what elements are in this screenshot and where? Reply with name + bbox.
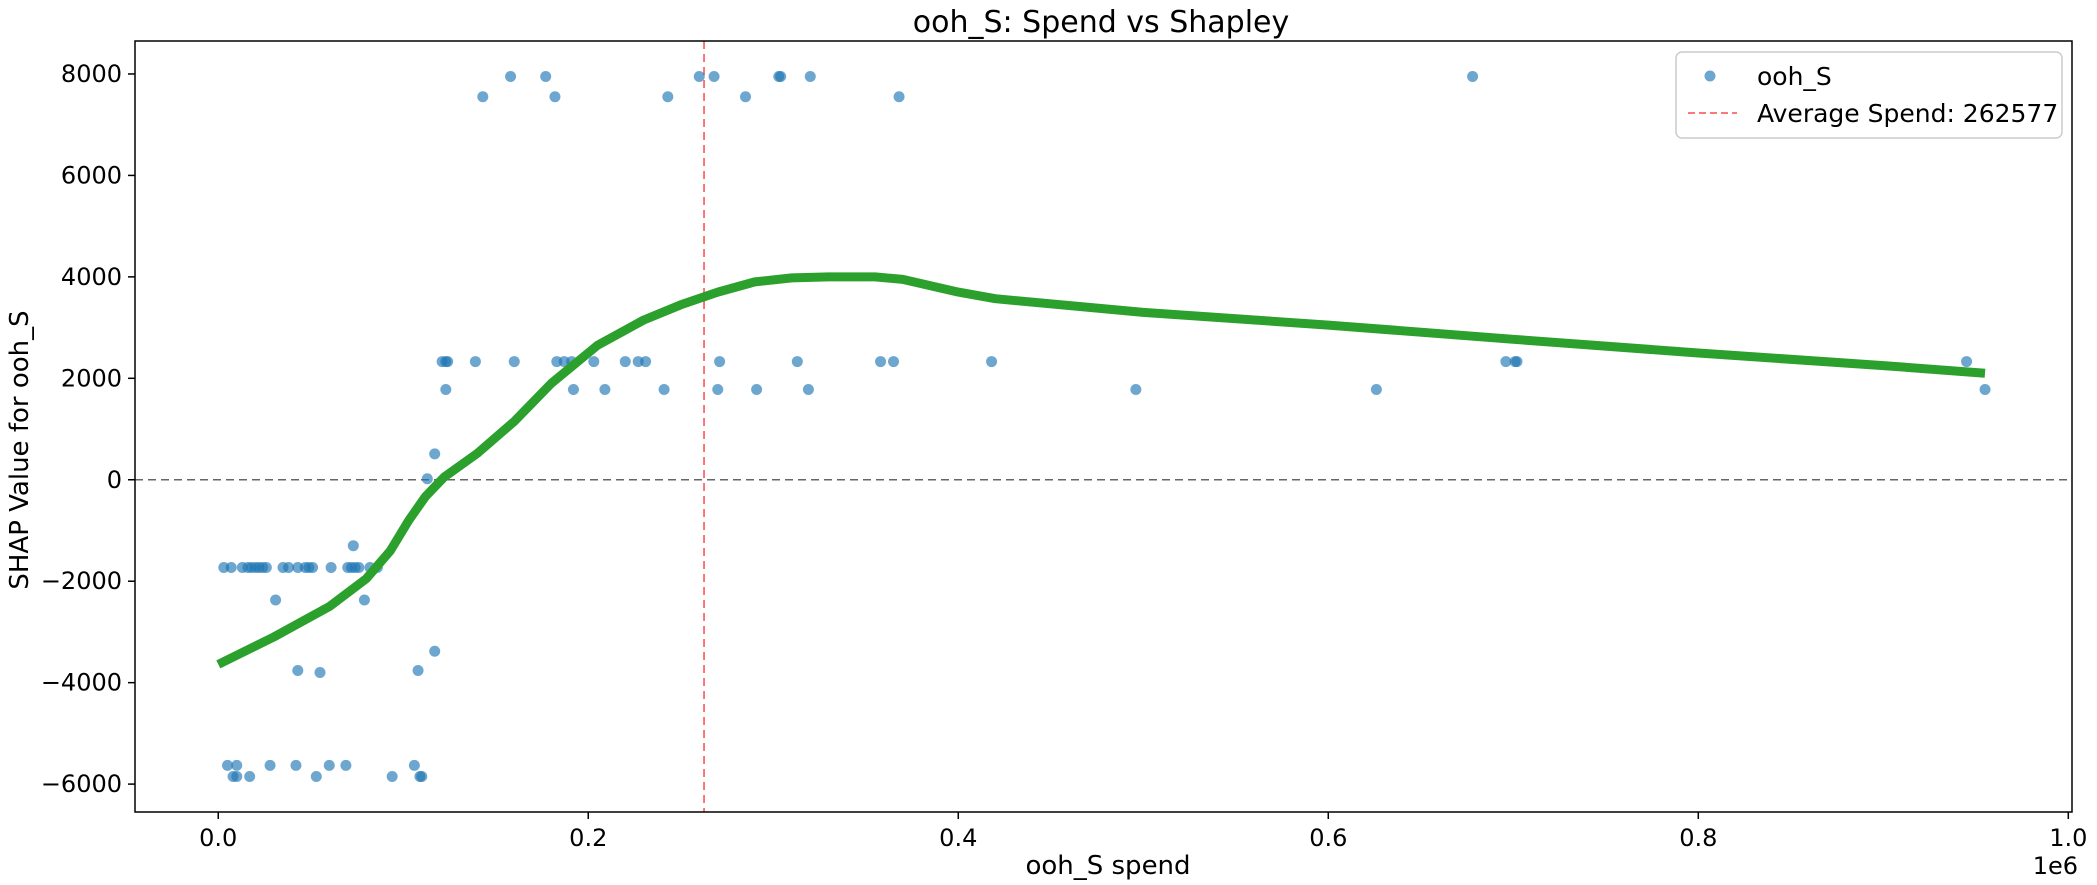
y-axis-label: SHAP Value for ooh_S — [5, 310, 35, 589]
scatter-point — [791, 356, 803, 368]
chart-title: ooh_S: Spend vs Shapley — [913, 5, 1290, 40]
scatter-point — [358, 594, 370, 606]
scatter-point — [386, 770, 398, 782]
x-axis-label: ooh_S spend — [1025, 851, 1190, 881]
scatter-point — [1467, 71, 1479, 83]
scatter-point — [231, 759, 243, 771]
scatter-point — [662, 91, 674, 103]
scatter-point — [640, 356, 652, 368]
scatter-point — [740, 91, 752, 103]
scatter-point — [314, 667, 326, 679]
scatter-point — [442, 356, 454, 368]
scatter-point — [469, 356, 481, 368]
x-tick-label: 0.8 — [1679, 824, 1717, 852]
y-tick-label: 0 — [107, 466, 122, 494]
scatter-point — [412, 664, 424, 676]
legend: ooh_S Average Spend: 262577 — [1675, 51, 2063, 139]
x-tick-label: 0.2 — [569, 824, 607, 852]
scatter-point — [325, 562, 337, 574]
scatter-point — [283, 562, 295, 574]
scatter-point — [540, 71, 552, 83]
legend-frame — [1675, 51, 2063, 139]
x-tick-label: 1.0 — [2049, 824, 2087, 852]
scatter-point — [440, 383, 452, 395]
scatter-point — [323, 759, 335, 771]
axes: 0.0 0.2 0.4 0.6 0.8 1.0 −6000 −4000 −2000 0 2000 40… — [41, 40, 2087, 852]
scatter-point — [693, 71, 705, 83]
scatter-point — [244, 770, 256, 782]
scatter-point — [875, 356, 887, 368]
x-tick-label: 0.0 — [199, 824, 237, 852]
legend-label-average: Average Spend: 262577 — [1757, 99, 2058, 128]
scatter-point — [599, 383, 611, 395]
scatter-point — [347, 540, 359, 552]
trend-line — [216, 272, 1986, 669]
scatter-point — [1961, 356, 1973, 368]
scatter-point — [508, 356, 520, 368]
scatter-point — [310, 770, 322, 782]
scatter-point — [588, 356, 600, 368]
y-tick-label: −4000 — [41, 669, 122, 697]
scatter-point — [260, 562, 272, 574]
scatter-point — [225, 562, 237, 574]
y-tick-label: 2000 — [61, 364, 122, 392]
scatter-point — [775, 71, 787, 83]
scatter-point — [804, 71, 816, 83]
scatter-point — [893, 91, 905, 103]
scatter-point — [292, 664, 304, 676]
scatter-point — [290, 759, 302, 771]
plot-area — [135, 41, 2072, 812]
scatter-point — [802, 383, 814, 395]
scatter-point — [416, 770, 428, 782]
scatter-point — [658, 383, 670, 395]
y-tick-label: −2000 — [41, 567, 122, 595]
y-tick-label: −6000 — [41, 770, 122, 798]
scatter-point — [1130, 383, 1142, 395]
scatter-point — [408, 759, 420, 771]
axes-frame — [134, 40, 2073, 813]
scatter-point — [986, 356, 998, 368]
scatter-point — [270, 594, 282, 606]
scatter-point — [353, 562, 365, 574]
x-tick-label: 0.4 — [939, 824, 977, 852]
x-axis-offset-label: 1e6 — [2033, 852, 2078, 880]
scatter-point — [708, 71, 720, 83]
scatter-point — [429, 448, 441, 460]
legend-scatter-marker — [1704, 70, 1716, 82]
scatter-point — [307, 562, 319, 574]
scatter-point — [421, 473, 433, 485]
scatter-point — [1370, 383, 1382, 395]
y-tick-label: 8000 — [61, 60, 122, 88]
scatter-point — [714, 356, 726, 368]
legend-label-scatter: ooh_S — [1757, 62, 1832, 91]
scatter-point — [477, 91, 489, 103]
scatter-point — [1511, 356, 1523, 368]
scatter-point — [231, 770, 243, 782]
scatter-point — [222, 759, 234, 771]
y-tick-label: 6000 — [61, 161, 122, 189]
scatter-point — [1500, 356, 1512, 368]
scatter-point — [505, 71, 517, 83]
x-tick-label: 0.6 — [1309, 824, 1347, 852]
scatter-point — [619, 356, 631, 368]
scatter-point — [340, 759, 352, 771]
scatter-point — [1979, 383, 1991, 395]
scatter-point — [751, 383, 763, 395]
scatter-point — [264, 759, 276, 771]
scatter-point — [712, 383, 724, 395]
scatter-point — [549, 91, 561, 103]
y-tick-label: 4000 — [61, 263, 122, 291]
scatter-point — [888, 356, 900, 368]
scatter-point — [567, 383, 579, 395]
scatter-point — [429, 645, 441, 657]
